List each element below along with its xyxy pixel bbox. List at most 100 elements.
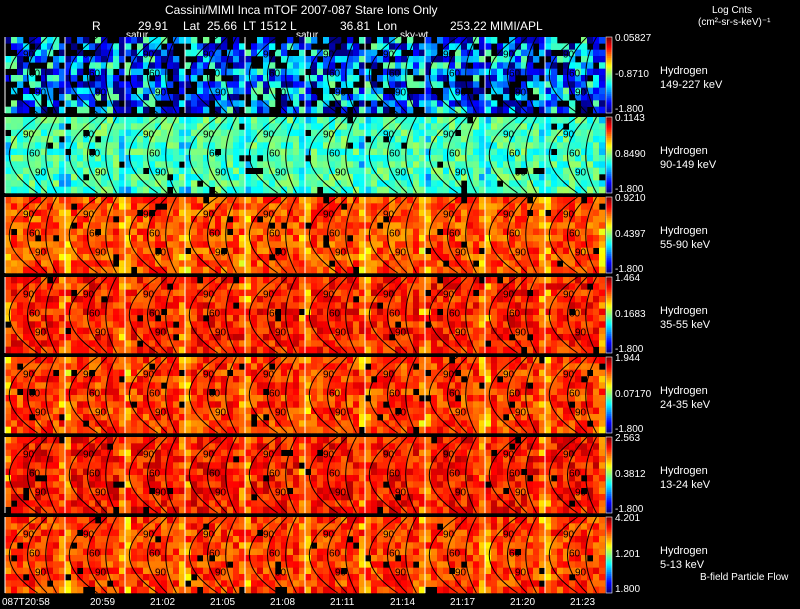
- heatmap-cell: [203, 283, 210, 290]
- heatmap-cell: [293, 123, 300, 130]
- heatmap-cell: [449, 174, 456, 181]
- heatmap-cell: [41, 216, 48, 223]
- heatmap-cell: [29, 321, 36, 328]
- heatmap-cell: [467, 228, 474, 236]
- heatmap-cell: [587, 254, 594, 261]
- heatmap-cell: [593, 327, 600, 335]
- heatmap-cell: [29, 148, 36, 156]
- heatmap-cell: [545, 296, 552, 303]
- heatmap-cell: [83, 209, 90, 217]
- heatmap-cell: [107, 209, 114, 217]
- heatmap-cell: [341, 174, 348, 181]
- heatmap-cell: [521, 327, 528, 335]
- heatmap-cell: [317, 222, 324, 229]
- heatmap-cell: [113, 321, 120, 328]
- heatmap-cell: [35, 346, 42, 354]
- heatmap-cell: [71, 308, 78, 316]
- colorbar-segment: [606, 40, 612, 44]
- heatmap-cell: [503, 87, 510, 95]
- heatmap-cell: [29, 382, 36, 389]
- heatmap-cell: [263, 129, 270, 137]
- heatmap-cell: [125, 62, 132, 69]
- heatmap-cell: [11, 174, 18, 181]
- heatmap-cell: [401, 136, 408, 143]
- heatmap-cell: [323, 81, 330, 88]
- heatmap-cell: [143, 340, 150, 347]
- heatmap-cell: [11, 241, 18, 248]
- heatmap-cell: [347, 186, 354, 194]
- heatmap-cell: [545, 283, 552, 290]
- heatmap-cell: [77, 222, 84, 229]
- heatmap-cell: [65, 75, 72, 82]
- heatmap-cell: [575, 247, 582, 255]
- heatmap-cell: [143, 235, 150, 242]
- heatmap-cell: [149, 254, 156, 261]
- heatmap-cell: [395, 296, 402, 303]
- colorbar-segment: [606, 280, 612, 284]
- heatmap-cell: [191, 340, 198, 347]
- contour-label: 90: [275, 88, 287, 99]
- heatmap-cell: [35, 277, 42, 284]
- heatmap-cell: [329, 296, 336, 303]
- heatmap-cell: [341, 315, 348, 322]
- heatmap-cell: [89, 209, 96, 217]
- heatmap-cell: [275, 266, 282, 274]
- heatmap-cell: [545, 315, 552, 322]
- heatmap-cell: [461, 315, 468, 322]
- heatmap-cell: [575, 155, 582, 162]
- contour-line: [105, 196, 117, 274]
- heatmap-cell: [251, 222, 258, 229]
- heatmap-cell: [437, 142, 444, 149]
- heatmap-cell: [389, 216, 396, 223]
- heatmap-cell: [557, 197, 564, 204]
- heatmap-cell: [311, 117, 318, 124]
- heatmap-cell: [527, 241, 534, 248]
- heatmap-cell: [479, 117, 486, 124]
- heatmap-cell: [377, 174, 384, 181]
- heatmap-cell: [71, 62, 78, 69]
- heatmap-cell: [353, 216, 360, 223]
- heatmap-cell: [83, 277, 90, 284]
- heatmap-cell: [227, 123, 234, 130]
- heatmap-cell: [65, 296, 72, 303]
- heatmap-cell: [113, 247, 120, 255]
- heatmap-cell: [257, 327, 264, 335]
- heatmap-cell: [311, 346, 318, 354]
- heatmap-cell: [107, 106, 114, 114]
- heatmap-cell: [425, 197, 432, 204]
- heatmap-cell: [419, 321, 426, 328]
- heatmap-cell: [581, 167, 588, 175]
- heatmap-cell: [167, 235, 174, 242]
- heatmap-cell: [251, 161, 258, 168]
- heatmap-cell: [587, 129, 594, 137]
- heatmap-cell: [35, 136, 42, 143]
- heatmap-cell: [581, 334, 588, 341]
- contour-label: 60: [29, 309, 41, 320]
- heatmap-cell: [233, 75, 240, 82]
- heatmap-cell: [281, 228, 288, 236]
- colorbar-segment: [606, 204, 612, 207]
- heatmap-cell: [401, 216, 408, 223]
- heatmap-cell: [293, 174, 300, 181]
- heatmap-cell: [563, 216, 570, 223]
- heatmap-cell: [473, 136, 480, 143]
- heatmap-cell: [35, 308, 42, 316]
- heatmap-cell: [263, 247, 270, 255]
- heatmap-cell: [557, 346, 564, 354]
- heatmap-cell: [269, 216, 276, 223]
- heatmap-cell: [359, 100, 366, 107]
- colorbar-segment: [606, 347, 612, 350]
- heatmap-cell: [281, 216, 288, 223]
- heatmap-cell: [17, 283, 24, 290]
- heatmap-cell: [131, 209, 138, 217]
- heatmap-cell: [341, 75, 348, 82]
- heatmap-cell: [95, 106, 102, 114]
- contour-line: [249, 196, 278, 274]
- heatmap-cell: [479, 43, 486, 50]
- heatmap-cell: [401, 56, 408, 63]
- heatmap-cell: [317, 148, 324, 156]
- heatmap-cell: [269, 247, 276, 255]
- heatmap-cell: [497, 315, 504, 322]
- heatmap-cell: [521, 68, 528, 76]
- heatmap-cell: [275, 81, 282, 88]
